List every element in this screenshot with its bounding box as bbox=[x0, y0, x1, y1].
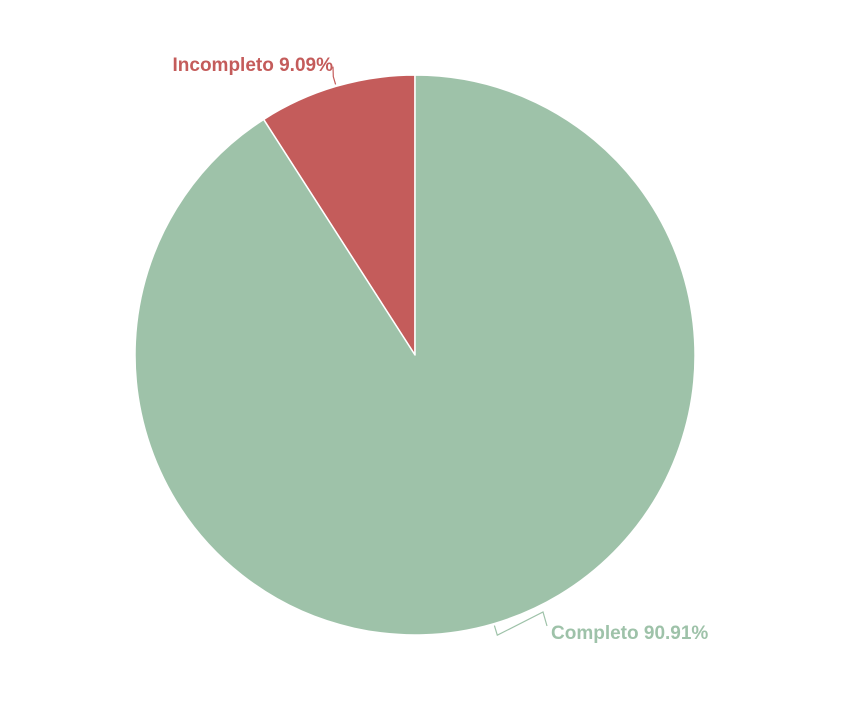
pie-slice-incompleto[interactable] bbox=[262, 74, 416, 356]
slice-labels: Incompleto 9.09% Completo 90.91% bbox=[173, 55, 709, 644]
slice-label-incompleto: Incompleto 9.09% bbox=[173, 55, 334, 76]
pie-slices bbox=[134, 74, 696, 636]
leader-lines bbox=[332, 66, 548, 637]
slice-label-completo: Completo 90.91% bbox=[551, 623, 708, 644]
leader-line-completo bbox=[493, 611, 548, 637]
leader-line-incompleto bbox=[332, 66, 337, 85]
pie-slice-completo[interactable] bbox=[134, 74, 696, 636]
